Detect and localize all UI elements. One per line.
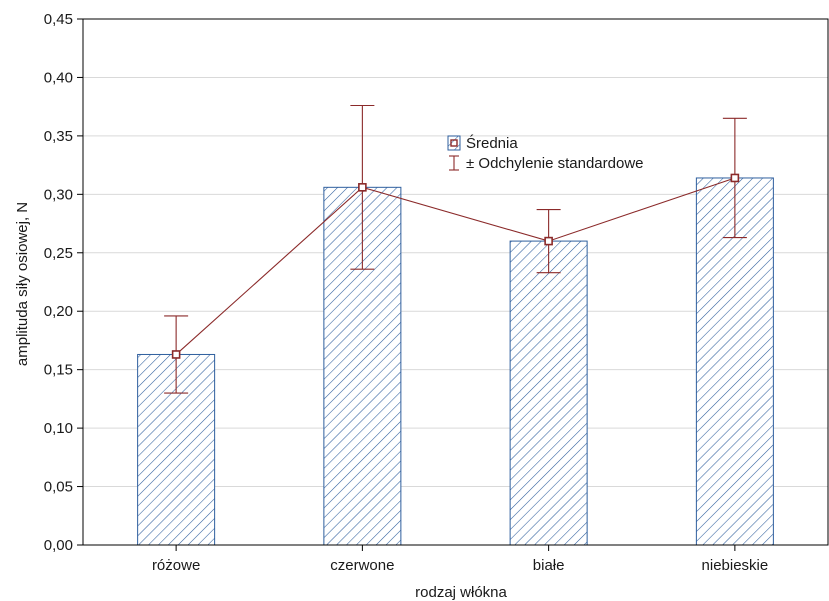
mean-point bbox=[544, 236, 553, 246]
y-tick-label: 0,25 bbox=[44, 245, 73, 262]
legend-label-mean: Średnia bbox=[466, 134, 518, 152]
y-axis-title: amplituda siły osiowej, N bbox=[14, 202, 31, 366]
plot-frame bbox=[82, 18, 829, 546]
x-axis-title: rodzaj włókna bbox=[415, 584, 507, 601]
mean-point bbox=[730, 173, 740, 183]
legend-label-stddev: ± Odchylenie standardowe bbox=[466, 155, 644, 172]
legend-swatch-marker bbox=[450, 139, 458, 147]
x-tick-label: różowe bbox=[152, 557, 200, 574]
y-tick-label: 0,30 bbox=[44, 186, 73, 203]
legend: Średnia ± Odchylenie standardowe bbox=[447, 134, 644, 172]
y-tick-label: 0,20 bbox=[44, 303, 73, 320]
mean-point bbox=[358, 183, 367, 192]
bar bbox=[509, 240, 588, 546]
axis-ticks bbox=[77, 18, 736, 551]
mean-point bbox=[171, 350, 181, 359]
legend-swatch-bar bbox=[447, 135, 461, 151]
bar bbox=[695, 177, 774, 546]
x-tick-label: niebieskie bbox=[702, 557, 769, 574]
mean-line-series bbox=[175, 177, 736, 355]
y-tick-label: 0,15 bbox=[44, 362, 73, 379]
y-tick-label: 0,00 bbox=[44, 537, 73, 554]
plot-border bbox=[82, 18, 829, 546]
x-tick-label: czerwone bbox=[330, 557, 394, 574]
mean-line bbox=[175, 177, 736, 355]
y-tick-label: 0,35 bbox=[44, 128, 73, 145]
x-tick-label: białe bbox=[533, 557, 565, 574]
y-tick-label: 0,45 bbox=[44, 11, 73, 28]
y-tick-label: 0,40 bbox=[44, 69, 73, 86]
tick-labels: 0,00 0,05 0,10 0,15 0,20 0,25 0,30 0,35 0,40 0,45… bbox=[44, 11, 768, 574]
y-tick-label: 0,10 bbox=[44, 420, 73, 437]
y-tick-label: 0,05 bbox=[44, 479, 73, 496]
bars bbox=[137, 177, 774, 546]
error-bars bbox=[164, 104, 747, 394]
